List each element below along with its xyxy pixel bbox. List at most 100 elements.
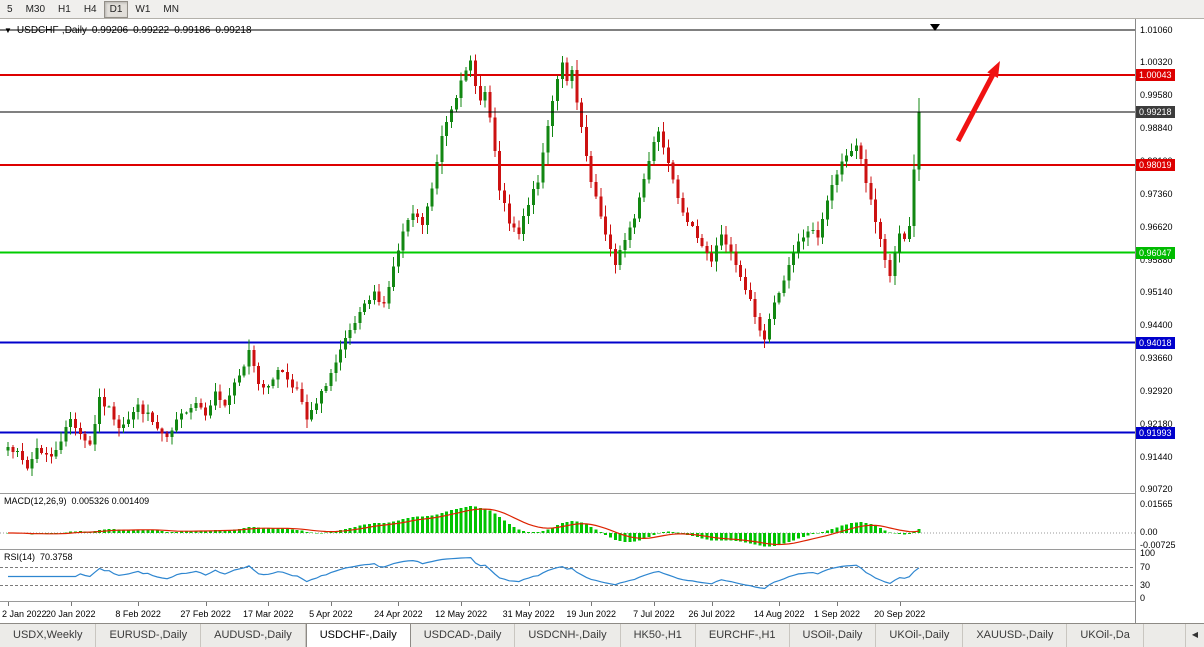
date-tick bbox=[398, 602, 400, 606]
date-tick bbox=[205, 602, 207, 606]
date-label: 8 Feb 2022 bbox=[115, 609, 161, 619]
price-tick-label: 0.90720 bbox=[1140, 483, 1173, 494]
price-tick-label: 0.98840 bbox=[1140, 123, 1173, 134]
macd-label: MACD(12,26,9) 0.005326 0.001409 bbox=[4, 496, 150, 506]
tab-usdchf-daily[interactable]: USDCHF-,Daily bbox=[305, 624, 411, 647]
chart-title: ▼ USDCHF-,Daily 0.99206 0.99222 0.99186 … bbox=[4, 25, 252, 36]
timeframe-d1-button[interactable]: D1 bbox=[103, 0, 129, 18]
date-label: 26 Jul 2022 bbox=[688, 609, 735, 619]
macd-axis-label: 0.01565 bbox=[1140, 499, 1173, 509]
date-axis[interactable]: 2 Jan 2022 20 Jan 2022 8 Feb 2022 27 Feb 20… bbox=[0, 601, 1135, 623]
candlestick-chart[interactable] bbox=[0, 19, 1135, 493]
date-label: 27 Feb 2022 bbox=[180, 609, 231, 619]
timeframe-h1-button[interactable]: H1 bbox=[58, 3, 71, 15]
date-tick bbox=[138, 602, 140, 606]
date-tick bbox=[330, 602, 332, 606]
date-label: 19 Jun 2022 bbox=[566, 609, 616, 619]
tab-ukoil-da[interactable]: UKOil-,Da bbox=[1067, 624, 1144, 647]
rsi-line bbox=[8, 556, 920, 590]
price-tick-label: 0.95140 bbox=[1140, 287, 1173, 298]
timeframe-h4-button[interactable]: H4 bbox=[83, 3, 97, 15]
date-label: 31 May 2022 bbox=[502, 609, 555, 619]
price-tick-label: 0.93660 bbox=[1140, 353, 1173, 364]
rsi-panel[interactable]: RSI(14) 70.3758 bbox=[0, 549, 1135, 601]
price-tick-label: 0.91440 bbox=[1140, 451, 1173, 462]
timeframe-m30-button[interactable]: M30 bbox=[25, 3, 46, 15]
price-tick-label: 0.94400 bbox=[1140, 320, 1173, 331]
date-label: 14 Aug 2022 bbox=[753, 609, 805, 619]
trend-arrow-annotation bbox=[955, 61, 1000, 143]
date-label: 5 Apr 2022 bbox=[309, 609, 353, 619]
price-tick-label: 0.97360 bbox=[1140, 188, 1173, 199]
rsi-axis-label: 70 bbox=[1140, 561, 1151, 572]
timeframe-w1-button[interactable]: W1 bbox=[135, 3, 151, 15]
timeframe-toolbar: 5 M30 H1 H4 D1 W1 MN bbox=[0, 0, 1204, 19]
price-tag: 1.00043 bbox=[1136, 69, 1175, 82]
macd-panel[interactable]: MACD(12,26,9) 0.005326 0.001409 bbox=[0, 493, 1135, 549]
hlines-layer bbox=[0, 74, 1135, 434]
price-axis[interactable]: 1.010601.003200.995800.988400.981000.973… bbox=[1135, 19, 1204, 623]
ohlc-open: 0.99206 bbox=[91, 25, 129, 36]
date-tick bbox=[711, 602, 713, 606]
date-label: 2 Jan 2022 bbox=[2, 609, 47, 619]
tab-ukoil-daily[interactable]: UKOil-,Daily bbox=[876, 624, 964, 647]
price-chart-panel[interactable]: ▼ USDCHF-,Daily 0.99206 0.99222 0.99186 … bbox=[0, 19, 1135, 493]
ohlc-low: 0.99186 bbox=[174, 25, 211, 36]
date-tick bbox=[653, 602, 655, 606]
chart-tabs: USDX,Weekly EURUSD-,Daily AUDUSD-,Daily USD… bbox=[0, 624, 1185, 647]
chart-tabbar: USDX,Weekly EURUSD-,Daily AUDUSD-,Daily USD… bbox=[0, 623, 1204, 647]
tab-hk50-h1[interactable]: HK50-,H1 bbox=[621, 624, 696, 647]
tab-scroll-left-button[interactable]: ◀ bbox=[1185, 624, 1204, 647]
price-tag: 0.96047 bbox=[1136, 246, 1175, 259]
timeframe-mn-button[interactable]: MN bbox=[163, 3, 179, 15]
tab-eurchf-h1[interactable]: EURCHF-,H1 bbox=[696, 624, 790, 647]
chart-menu-icon[interactable]: ▼ bbox=[4, 26, 12, 35]
rsi-label: RSI(14) 70.3758 bbox=[4, 552, 73, 562]
date-tick bbox=[8, 602, 9, 606]
date-label: 7 Jul 2022 bbox=[633, 609, 675, 619]
date-tick bbox=[70, 602, 72, 606]
date-tick bbox=[591, 602, 593, 606]
chart-workspace: ▼ USDCHF-,Daily 0.99206 0.99222 0.99186 … bbox=[0, 19, 1204, 623]
tab-usdcad-daily[interactable]: USDCAD-,Daily bbox=[411, 624, 516, 647]
date-tick bbox=[528, 602, 530, 606]
date-label: 12 May 2022 bbox=[435, 609, 488, 619]
price-tick-label: 1.01060 bbox=[1140, 24, 1173, 35]
tab-usoil-daily[interactable]: USOil-,Daily bbox=[790, 624, 877, 647]
price-tag: 0.94018 bbox=[1136, 336, 1175, 349]
date-label: 20 Sep 2022 bbox=[874, 609, 926, 619]
macd-indicator[interactable] bbox=[0, 494, 1135, 550]
date-tick bbox=[268, 602, 270, 606]
alert-marker-icon bbox=[930, 24, 940, 31]
candles-layer bbox=[6, 54, 921, 476]
black-hlines-layer bbox=[0, 29, 1135, 113]
price-tick-label: 0.95880 bbox=[1140, 254, 1173, 265]
tab-xauusd-daily[interactable]: XAUUSD-,Daily bbox=[963, 624, 1068, 647]
macd-signal-line bbox=[8, 508, 920, 546]
date-tick bbox=[837, 602, 838, 606]
date-tick bbox=[779, 602, 781, 606]
price-tick-label: 0.99580 bbox=[1140, 90, 1173, 101]
date-label: 24 Apr 2022 bbox=[374, 609, 423, 619]
ohlc-high: 0.99222 bbox=[133, 25, 170, 36]
ohlc-close: 0.99218 bbox=[215, 25, 252, 36]
tab-audusd-daily[interactable]: AUDUSD-,Daily bbox=[201, 624, 306, 647]
rsi-indicator[interactable] bbox=[0, 550, 1135, 602]
rsi-axis-label: 30 bbox=[1140, 579, 1151, 590]
date-label: 1 Sep 2022 bbox=[813, 609, 861, 619]
chart-column: ▼ USDCHF-,Daily 0.99206 0.99222 0.99186 … bbox=[0, 19, 1135, 623]
date-tick bbox=[461, 602, 463, 606]
macd-axis-label: -0.00725 bbox=[1140, 540, 1176, 550]
rsi-axis-label: 100 bbox=[1140, 548, 1156, 558]
timeframe-5-button[interactable]: 5 bbox=[7, 3, 13, 15]
price-tag: 0.91993 bbox=[1136, 426, 1175, 439]
macd-histogram bbox=[6, 506, 921, 547]
tab-usdcnh-daily[interactable]: USDCNH-,Daily bbox=[515, 624, 621, 647]
chart-symbol-label: USDCHF-,Daily bbox=[16, 25, 87, 36]
macd-axis-label: 0.00 bbox=[1140, 527, 1158, 537]
tab-eurusd-daily[interactable]: EURUSD-,Daily bbox=[96, 624, 202, 647]
tab-usdx-weekly[interactable]: USDX,Weekly bbox=[0, 624, 97, 647]
date-tick bbox=[899, 602, 901, 606]
date-label: 17 Mar 2022 bbox=[243, 609, 294, 619]
